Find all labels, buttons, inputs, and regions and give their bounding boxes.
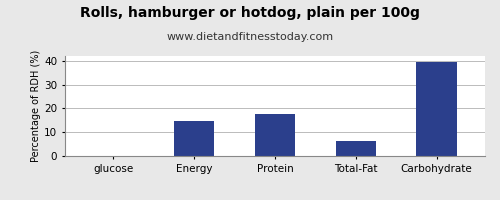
Bar	[336, 141, 376, 156]
Text: www.dietandfitnesstoday.com: www.dietandfitnesstoday.com	[166, 32, 334, 42]
Bar	[255, 114, 295, 156]
Bar	[174, 121, 214, 156]
Y-axis label: Percentage of RDH (%): Percentage of RDH (%)	[32, 50, 42, 162]
Bar	[416, 62, 457, 156]
Text: Rolls, hamburger or hotdog, plain per 100g: Rolls, hamburger or hotdog, plain per 10…	[80, 6, 420, 20]
